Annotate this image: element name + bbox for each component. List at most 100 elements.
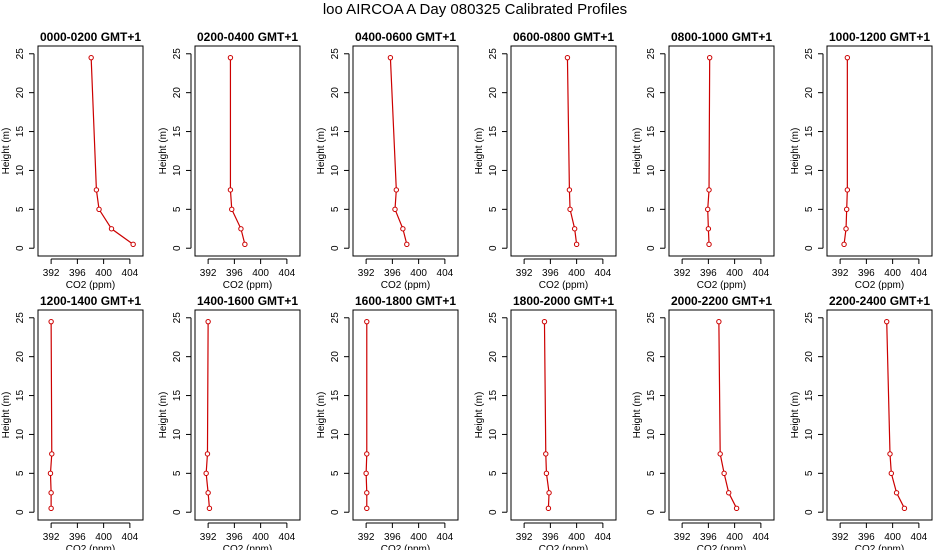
y-axis-label: Height (m)	[632, 128, 643, 175]
y-tick-label: 15	[172, 126, 183, 138]
data-point	[206, 505, 213, 512]
panel: 0600-0800 GMT+1 392 396 400 404 CO2 (ppm) 0 5 10…	[474, 30, 617, 291]
x-axis-label: CO2 (ppm)	[66, 544, 115, 550]
x-tick-label: 392	[516, 268, 533, 279]
y-tick-label: 20	[804, 351, 815, 363]
y-tick-label: 20	[172, 87, 183, 99]
panel-title: 0200-0400 GMT+1	[197, 30, 298, 44]
panel: 1600-1800 GMT+1 392 396 400 404 CO2 (ppm) 0 5 10…	[316, 294, 459, 550]
y-tick-label: 15	[15, 126, 26, 138]
data-point	[364, 318, 370, 325]
x-tick-label: 404	[595, 268, 612, 279]
x-tick-label: 404	[911, 532, 928, 543]
data-point	[887, 451, 893, 457]
x-tick-label: 404	[595, 532, 612, 543]
data-point	[706, 187, 712, 193]
data-point	[130, 241, 136, 248]
y-tick-label: 5	[804, 470, 815, 476]
y-tick-label: 0	[646, 245, 657, 251]
x-tick-label: 396	[858, 532, 875, 543]
y-axis-label: Height (m)	[158, 392, 169, 439]
x-tick-label: 392	[43, 532, 60, 543]
data-point	[844, 54, 851, 61]
x-tick-label: 404	[753, 532, 770, 543]
profile-line	[718, 321, 738, 509]
y-tick-label: 15	[488, 126, 499, 138]
data-point	[884, 318, 890, 325]
data-point	[404, 241, 410, 248]
y-tick-label: 10	[15, 428, 26, 440]
x-tick-label: 396	[226, 268, 243, 279]
y-tick-label: 15	[804, 126, 815, 138]
x-tick-label: 404	[122, 532, 139, 543]
figure-title: loo AIRCOA A Day 080325 Calibrated Profi…	[322, 1, 628, 18]
plot-frame	[352, 309, 459, 521]
data-point	[705, 206, 711, 213]
data-point	[227, 54, 234, 61]
x-tick-label: 400	[252, 532, 269, 543]
y-tick-label: 25	[330, 48, 341, 60]
plot-frame	[194, 309, 301, 521]
data-point	[571, 226, 578, 232]
y-tick-label: 5	[172, 470, 183, 476]
x-tick-label: 404	[279, 268, 296, 279]
y-tick-label: 20	[15, 351, 26, 363]
data-point	[545, 505, 552, 512]
y-axis-label: Height (m)	[316, 128, 327, 175]
y-tick-label: 0	[488, 245, 499, 251]
x-tick-label: 400	[884, 268, 901, 279]
panel-title: 1400-1600 GMT+1	[197, 294, 298, 308]
y-tick-label: 5	[646, 206, 657, 212]
x-tick-label: 396	[69, 532, 86, 543]
x-axis-label: CO2 (ppm)	[539, 280, 588, 291]
y-tick-label: 15	[330, 390, 341, 402]
x-axis-label: CO2 (ppm)	[223, 544, 272, 550]
x-axis-label: CO2 (ppm)	[381, 544, 430, 550]
x-axis-label: CO2 (ppm)	[697, 280, 746, 291]
panel: 1800-2000 GMT+1 392 396 400 404 CO2 (ppm) 0 5 10…	[474, 294, 617, 550]
plot-frame	[352, 45, 459, 257]
data-point	[844, 187, 851, 193]
y-axis-label: Height (m)	[474, 128, 485, 175]
panel: 0400-0600 GMT+1 392 396 400 404 CO2 (ppm) 0 5 10…	[316, 30, 459, 291]
y-tick-label: 20	[488, 351, 499, 363]
x-tick-label: 400	[568, 532, 585, 543]
panel-title: 0400-0600 GMT+1	[355, 30, 456, 44]
x-axis-label: CO2 (ppm)	[855, 544, 904, 550]
y-tick-label: 0	[330, 245, 341, 251]
x-tick-label: 392	[43, 268, 60, 279]
y-tick-label: 10	[488, 164, 499, 176]
x-tick-label: 400	[410, 532, 427, 543]
data-point	[364, 505, 370, 512]
data-point	[227, 187, 234, 193]
y-tick-label: 10	[330, 164, 341, 176]
plot-frame	[826, 45, 933, 257]
y-tick-label: 0	[646, 509, 657, 515]
x-tick-label: 400	[568, 268, 585, 279]
y-tick-label: 5	[172, 206, 183, 212]
y-tick-label: 10	[646, 164, 657, 176]
y-axis-label: Height (m)	[1, 128, 12, 175]
y-tick-label: 15	[15, 390, 26, 402]
x-tick-label: 392	[832, 268, 849, 279]
y-tick-label: 10	[330, 428, 341, 440]
plot-frame	[510, 45, 617, 257]
y-tick-label: 10	[646, 428, 657, 440]
data-point	[393, 187, 400, 193]
profile-line	[229, 57, 246, 245]
y-tick-label: 25	[804, 312, 815, 324]
panel: 1400-1600 GMT+1 392 396 400 404 CO2 (ppm) 0 5 10…	[158, 294, 301, 550]
panel-title: 0800-1000 GMT+1	[671, 30, 772, 44]
profile-line	[49, 321, 53, 509]
x-tick-label: 392	[358, 268, 375, 279]
x-tick-label: 404	[911, 268, 928, 279]
x-tick-label: 396	[384, 268, 401, 279]
data-point	[364, 451, 370, 457]
panel: 2200-2400 GMT+1 392 396 400 404 CO2 (ppm) 0 5 10…	[790, 294, 933, 550]
x-tick-label: 396	[700, 532, 717, 543]
x-tick-label: 396	[542, 268, 559, 279]
panel: 0000-0200 GMT+1 392 396 400 404 CO2 (ppm) 0 5 10…	[1, 30, 144, 291]
x-axis-label: CO2 (ppm)	[66, 280, 115, 291]
plot-frame	[510, 309, 617, 521]
y-tick-label: 25	[488, 48, 499, 60]
